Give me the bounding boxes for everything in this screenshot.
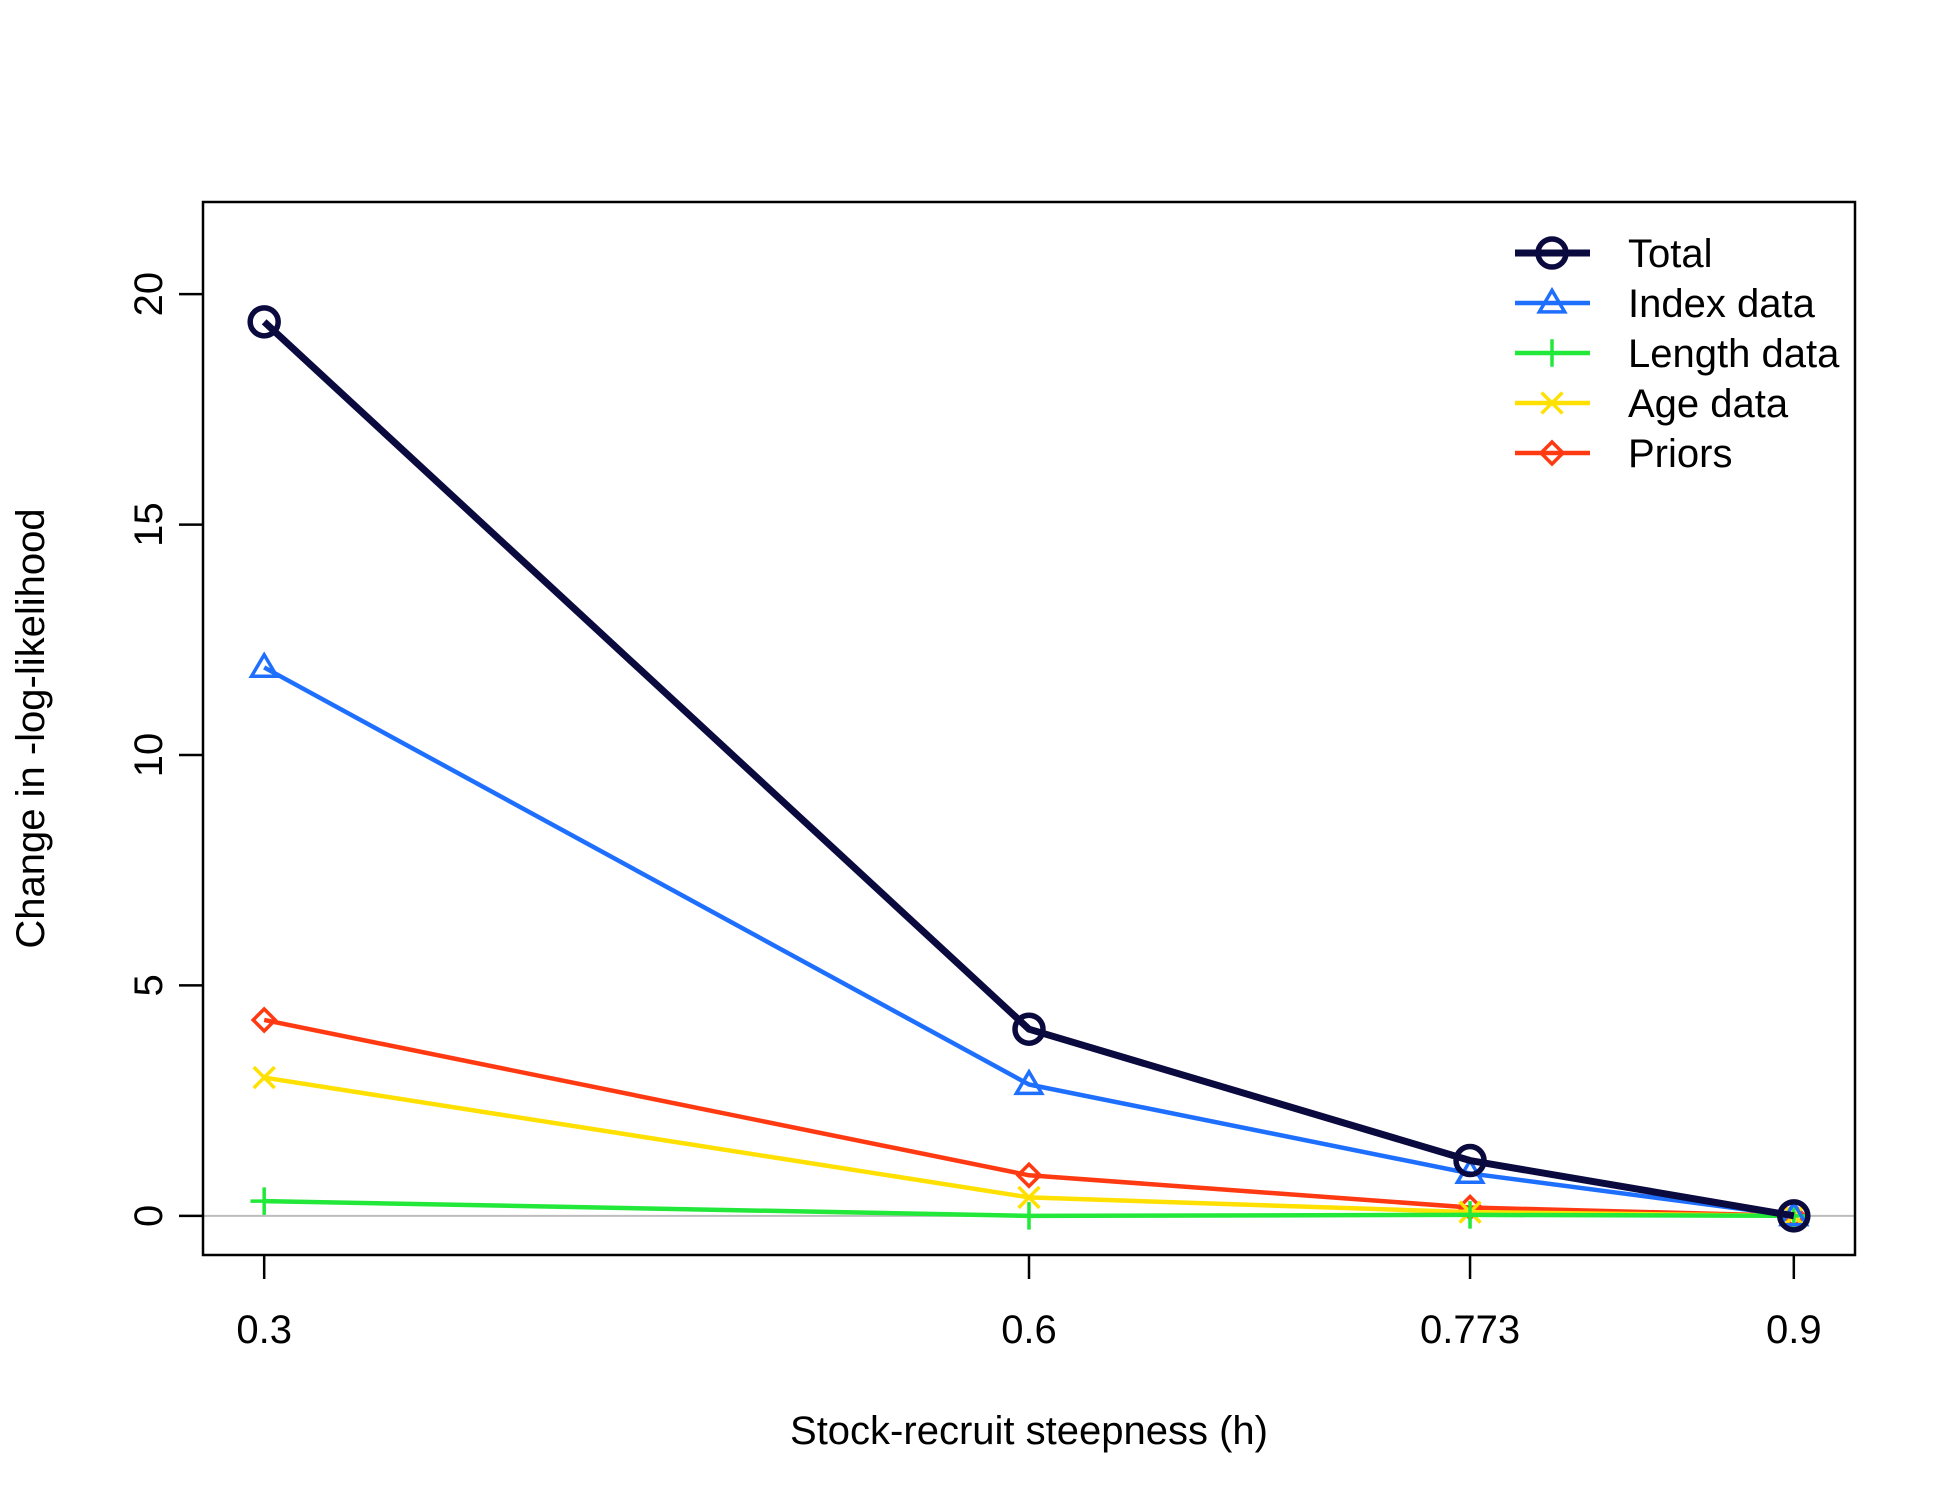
series-layer: [247, 305, 1811, 1233]
series-total: [247, 305, 1811, 1233]
y-tick-label: 0: [127, 1205, 171, 1227]
data-point: [1012, 1012, 1046, 1046]
legend: Total Index data Length data Age data Priors: [1515, 232, 1840, 476]
y-tick-label: 10: [127, 733, 171, 778]
legend-label: Age data: [1628, 382, 1789, 426]
y-axis-title: Change in -log-likelihood: [9, 508, 53, 948]
series-line: [263, 1017, 1794, 1219]
legend-label: Priors: [1628, 432, 1732, 476]
y-tick-label: 5: [127, 974, 171, 996]
data-point: [1013, 1068, 1045, 1096]
data-point: [1015, 1161, 1043, 1189]
x-tick-label: 0.3: [236, 1308, 292, 1352]
data-point: [1538, 439, 1566, 467]
data-point: [1535, 236, 1569, 270]
x-tick-label: 0.773: [1420, 1308, 1520, 1352]
y-tick-label: 20: [127, 272, 171, 317]
legend-item: Total: [1515, 232, 1713, 276]
x-tick-label: 0.9: [1766, 1308, 1822, 1352]
data-point: [1536, 286, 1568, 314]
x-axis-title: Stock-recruit steepness (h): [790, 1409, 1268, 1453]
x-axis: 0.3 0.6 0.773 0.9: [236, 1255, 1822, 1352]
data-point: [1456, 1201, 1484, 1229]
series-line: [261, 319, 1795, 1220]
data-point: [248, 651, 280, 679]
y-axis: 0 5 10 15 20: [127, 272, 203, 1227]
series-line: [264, 1198, 1794, 1219]
legend-label: Length data: [1628, 332, 1840, 376]
y-tick-label: 15: [127, 502, 171, 547]
series-index-data: [248, 651, 1810, 1227]
data-point: [1777, 1199, 1811, 1233]
data-point: [250, 1187, 278, 1215]
data-point: [252, 1065, 276, 1090]
legend-label: Index data: [1628, 282, 1816, 326]
data-point: [247, 305, 281, 339]
plot-area: [201, 200, 1857, 1257]
series-line: [263, 665, 1795, 1219]
x-tick-label: 0.6: [1001, 1308, 1057, 1352]
data-point: [250, 1006, 278, 1034]
data-point: [1017, 1185, 1041, 1210]
data-point: [1453, 1143, 1487, 1178]
legend-item: Index data: [1515, 282, 1816, 326]
data-point: [1538, 339, 1566, 367]
legend-item: Age data: [1515, 382, 1789, 426]
legend-label: Total: [1628, 232, 1713, 276]
data-point: [1015, 1202, 1043, 1230]
data-point: [1540, 391, 1564, 415]
legend-item: Priors: [1515, 432, 1732, 476]
legend-item: Length data: [1515, 332, 1840, 376]
